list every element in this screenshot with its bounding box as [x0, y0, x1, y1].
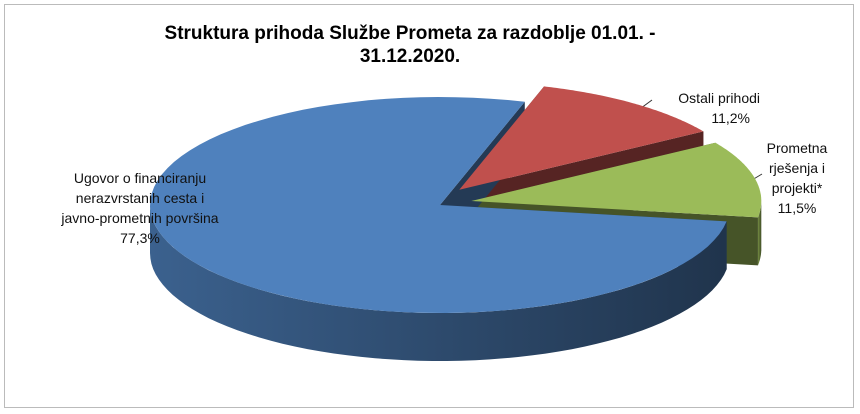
chart-title: Struktura prihoda Službe Prometa za razd… — [164, 23, 656, 67]
pie-slice — [471, 142, 762, 218]
slice-label: Ugovor o financiranju nerazvrstanih cest… — [60, 168, 220, 248]
category-label: Ostali prihodi — [678, 90, 760, 106]
slice-label: Ostali prihodi 11,2% — [610, 88, 760, 128]
slice-side — [758, 201, 762, 266]
slice-side — [150, 205, 727, 361]
value-label: 77,3% — [120, 230, 160, 246]
value-label: 11,2% — [711, 110, 750, 126]
chart-frame — [4, 4, 854, 408]
pie-slice — [459, 86, 704, 190]
category-label: Ugovor o financiranju nerazvrstanih cest… — [61, 170, 219, 226]
pie-slice — [150, 97, 727, 313]
category-label: Prometna rješenja i projekti* — [766, 140, 828, 196]
slice-tops — [150, 86, 762, 313]
slice-label: Prometna rješenja i projekti* 11,5% — [752, 138, 842, 218]
value-label: 11,5% — [777, 200, 817, 216]
